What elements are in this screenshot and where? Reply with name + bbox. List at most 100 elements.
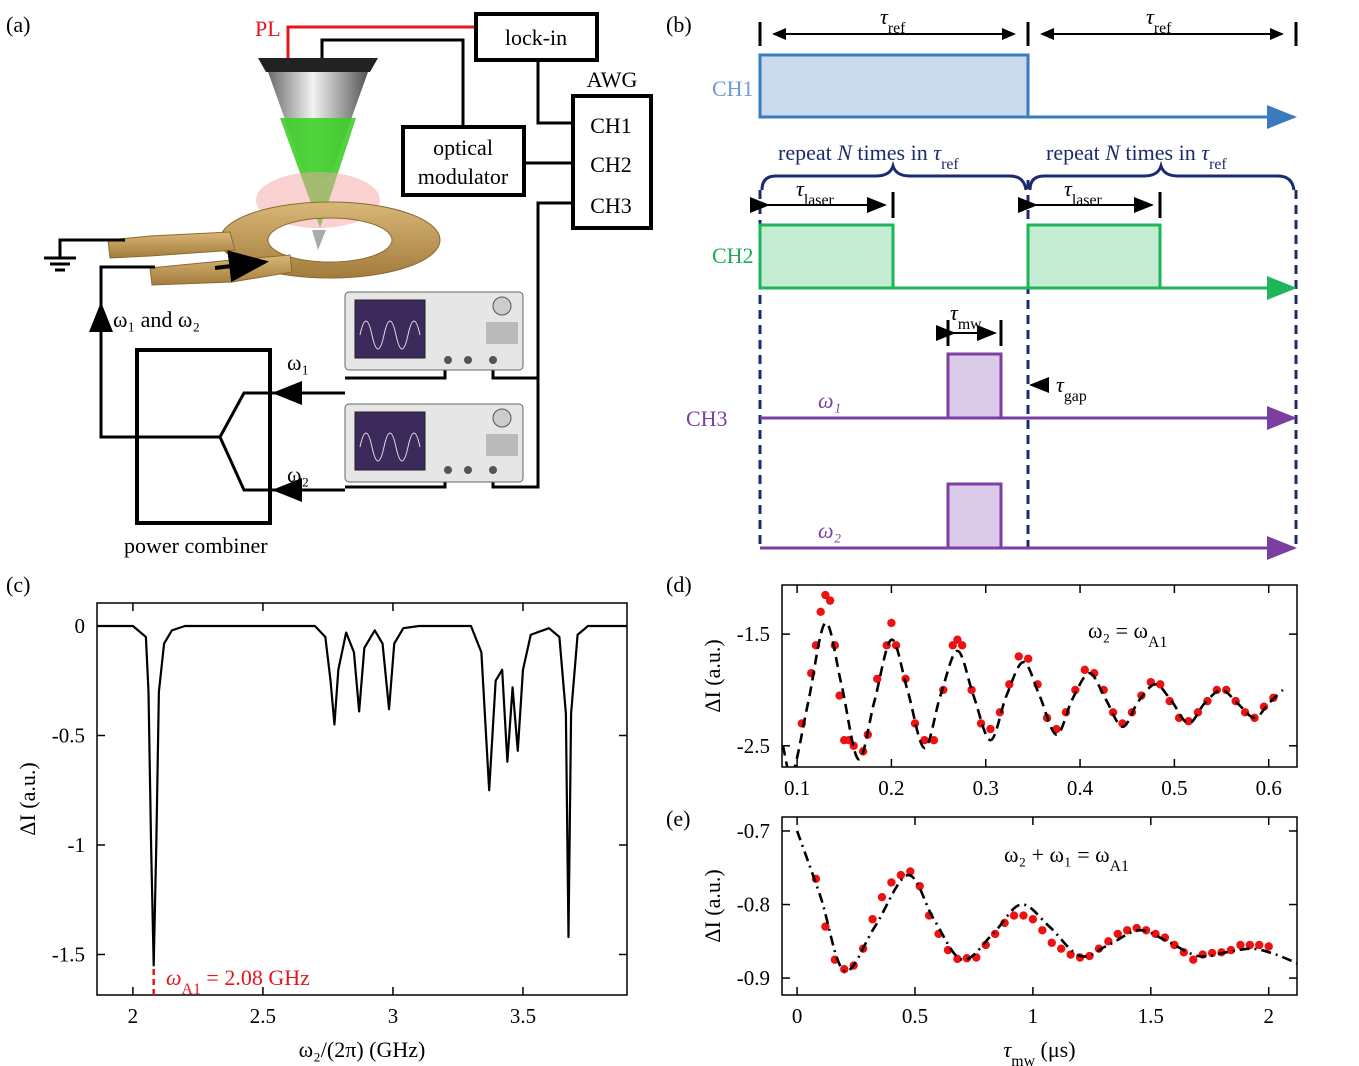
panel-label: (b) <box>666 12 692 37</box>
x-tick-label: 0 <box>792 1004 803 1028</box>
y-tick-label: -0.8 <box>737 893 770 917</box>
ch2-pulse <box>760 225 893 288</box>
plot-frame <box>97 603 627 995</box>
ch1-pulse <box>760 55 1028 117</box>
x-tick-label: 0.6 <box>1256 776 1282 800</box>
text-part: ω₂ = ω <box>1088 618 1148 643</box>
annotation: ω₂ + ω₁ = ωA1 <box>1004 842 1129 875</box>
modulator-label: modulator <box>418 164 509 189</box>
omega2-label: ω₂ <box>818 518 842 543</box>
text-part: A1 <box>1110 858 1129 875</box>
data-point <box>916 882 924 890</box>
x-tick-label: 2 <box>128 1004 139 1028</box>
lock-in-label: lock-in <box>505 25 567 50</box>
omega1-label: ω₁ <box>818 388 841 413</box>
ch1-label: CH1 <box>712 76 754 101</box>
tip <box>312 230 326 250</box>
text-part: N <box>1104 140 1121 165</box>
panel-b: (b) τref τref CH1 repeat N times in τref… <box>666 4 1296 548</box>
ch2-label: CH2 <box>712 243 754 268</box>
text-part: N <box>836 140 853 165</box>
x-tick-label: 3.5 <box>510 1004 536 1028</box>
tau-gap: τgap <box>1056 372 1087 405</box>
data-point <box>887 878 895 886</box>
text-part: mw <box>1011 1053 1035 1066</box>
awg-channel: CH2 <box>590 152 632 177</box>
data-point <box>887 619 895 627</box>
data-point <box>868 915 876 923</box>
generator <box>345 404 523 482</box>
y-tick-label: -0.7 <box>737 819 770 843</box>
x-tick-label: 3 <box>388 1004 399 1028</box>
y-tick-label: 0 <box>75 614 86 638</box>
text-part: times in <box>852 140 933 165</box>
tau-mw: τmw <box>950 300 982 333</box>
panel-label: (d) <box>666 572 692 597</box>
y-axis-label: ΔI (a.u.) <box>700 639 725 712</box>
text-part: repeat <box>1046 140 1105 165</box>
text-part: mw <box>958 316 982 333</box>
panel-label: (a) <box>6 12 30 37</box>
y-tick-label: -1.5 <box>52 942 85 966</box>
panel-label: (e) <box>666 806 690 831</box>
data-point <box>1236 941 1244 949</box>
plot-area <box>783 591 1283 775</box>
tau-laser: τlaser <box>1064 176 1102 209</box>
x-axis-label: ω₂/(2π) (GHz) <box>299 1037 426 1062</box>
data-point <box>1019 911 1027 919</box>
omega1-pulse <box>948 354 1001 418</box>
panel-label: (c) <box>6 572 30 597</box>
text-part: = 2.08 GHz <box>201 965 310 990</box>
data-point <box>1189 955 1197 963</box>
annotation: ωA1 = 2.08 GHz <box>166 965 310 998</box>
x-tick-label: 0.5 <box>1161 776 1187 800</box>
data-point <box>1057 944 1065 952</box>
text-part: times in <box>1120 140 1201 165</box>
x-tick-label: 1.5 <box>1138 1004 1164 1028</box>
data-point <box>1081 666 1089 674</box>
text-part: ref <box>1154 20 1172 37</box>
x-tick-label: 2.5 <box>250 1004 276 1028</box>
text-part: ref <box>1209 156 1227 173</box>
x-tick-label: 0.2 <box>878 776 904 800</box>
ref-markers <box>760 22 1296 46</box>
text-part: ω <box>166 965 182 990</box>
text-part: repeat <box>778 140 837 165</box>
x-tick-label: 0.1 <box>784 776 810 800</box>
waveguide <box>108 232 235 258</box>
data-point <box>958 641 966 649</box>
wire <box>538 60 573 123</box>
ch3-label: CH3 <box>686 406 728 431</box>
combiner-label: power combiner <box>124 533 268 558</box>
repeat-label: repeat N times in τref <box>778 140 959 173</box>
data-point <box>1265 942 1273 950</box>
x-tick-label: 0.4 <box>1067 776 1094 800</box>
text-part: laser <box>804 192 835 209</box>
data-point <box>878 893 886 901</box>
data-point <box>897 871 905 879</box>
x-tick-label: 0.5 <box>902 1004 928 1028</box>
data-line <box>97 626 627 965</box>
y-tick-label: -2.5 <box>737 734 770 758</box>
wire <box>220 437 345 490</box>
pl-line <box>288 27 476 58</box>
y-tick-label: -0.5 <box>52 723 85 747</box>
x-axis-label: τmw (μs) <box>1003 1037 1075 1066</box>
awg-channel: CH1 <box>590 113 632 138</box>
text-part: ref <box>888 20 906 37</box>
text-part: ω₂ + ω₁ = ω <box>1004 842 1110 867</box>
omega2-pulse <box>948 484 1001 548</box>
data-point <box>826 596 834 604</box>
data-point <box>986 725 994 733</box>
text-part: A1 <box>1148 634 1167 651</box>
pl-label: PL <box>255 16 281 41</box>
plot-area <box>97 626 627 965</box>
awg-channel: CH3 <box>590 193 632 218</box>
tau-laser: τlaser <box>796 176 834 209</box>
x-tick-label: 0.3 <box>973 776 999 800</box>
text-part: A1 <box>182 981 201 998</box>
text-part: ref <box>941 156 959 173</box>
repeat-label: repeat N times in τref <box>1046 140 1227 173</box>
y-tick-label: -1.5 <box>737 622 770 646</box>
waveguide <box>150 255 292 285</box>
